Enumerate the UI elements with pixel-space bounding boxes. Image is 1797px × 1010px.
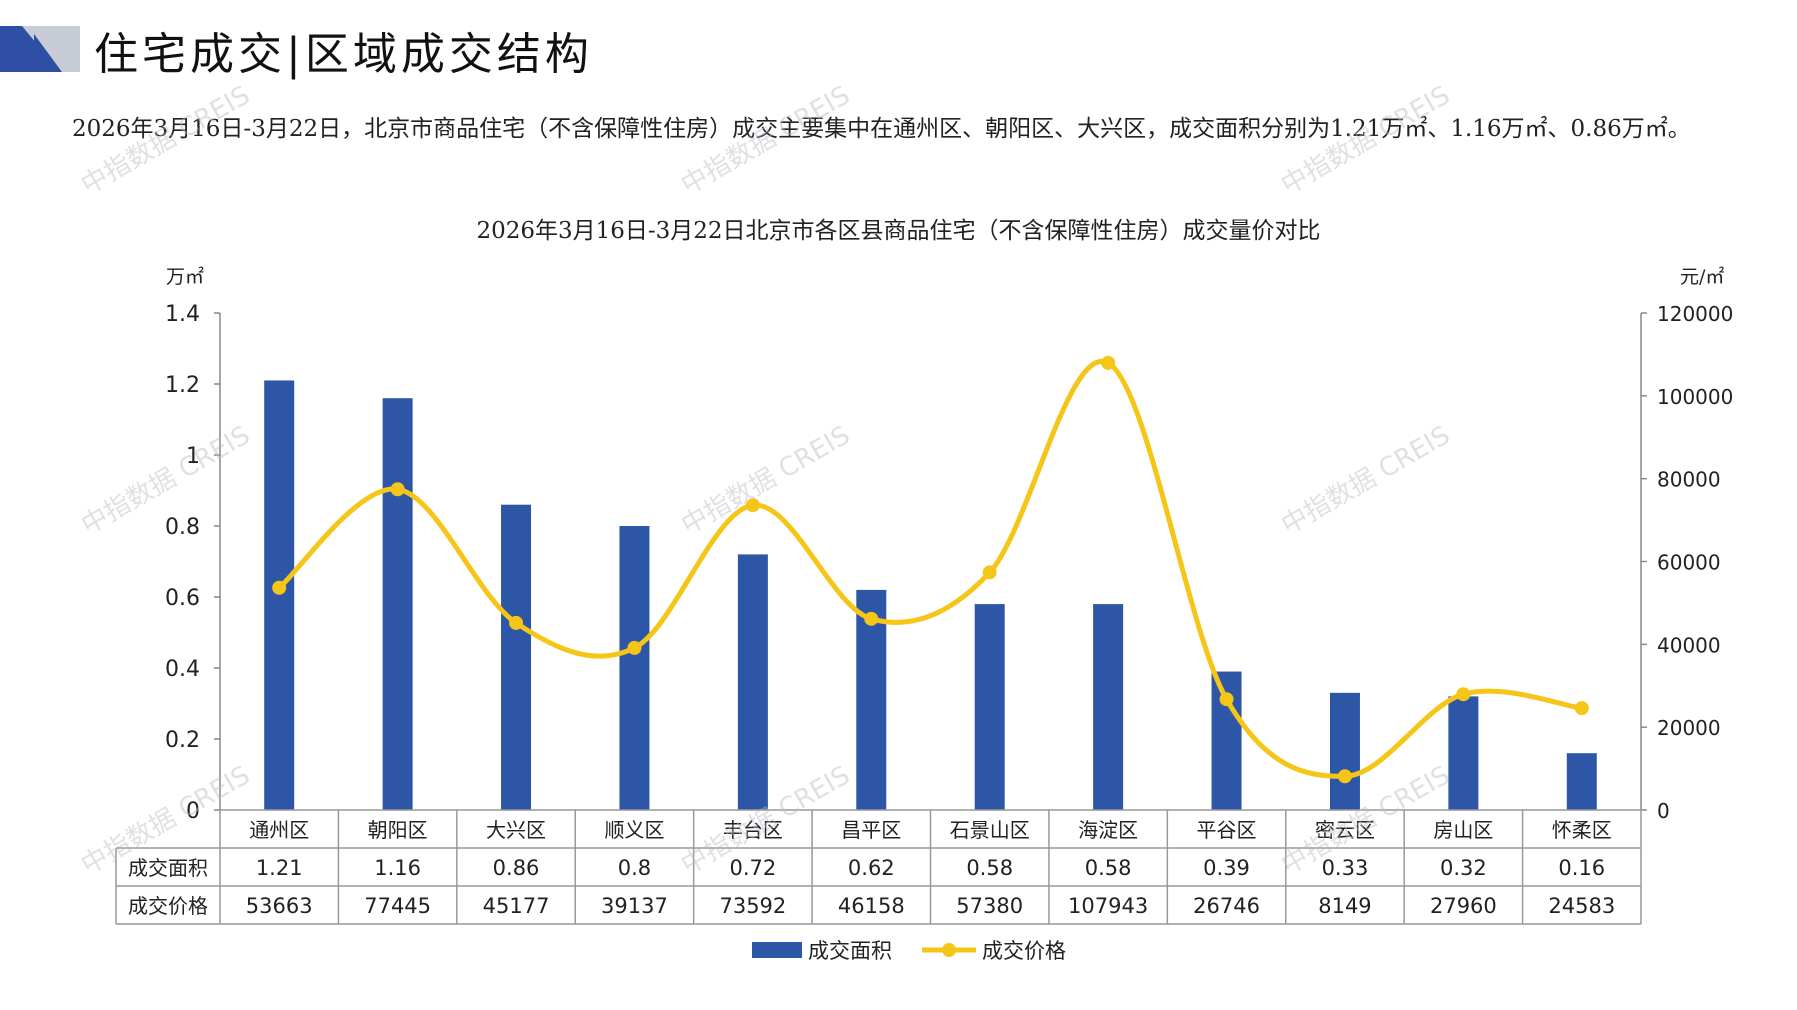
legend-bar-swatch	[752, 942, 802, 958]
table-cell: 0.8	[618, 856, 651, 880]
price-point	[1101, 355, 1116, 370]
y-left-tick-label: 0.2	[165, 728, 200, 753]
table-cell: 27960	[1430, 894, 1497, 918]
y-right-unit: 元/㎡	[1680, 265, 1724, 288]
y-left-tick-label: 0	[186, 799, 200, 824]
category-label: 通州区	[249, 818, 309, 842]
y-left-tick-label: 1.4	[165, 302, 200, 327]
table-cell: 0.72	[729, 856, 776, 880]
category-label: 昌平区	[841, 818, 901, 842]
category-label: 密云区	[1315, 818, 1375, 842]
table-cell: 0.58	[966, 856, 1013, 880]
category-label: 怀柔区	[1552, 818, 1612, 842]
table-cell: 39137	[601, 894, 668, 918]
chart-title: 2026年3月16日-3月22日北京市各区县商品住宅（不含保障性住房）成交量价对…	[476, 218, 1321, 244]
price-point	[864, 611, 879, 626]
y-left-tick-label: 0.6	[165, 586, 200, 611]
y-left-tick-label: 0.4	[165, 657, 200, 682]
table-cell: 73592	[719, 894, 786, 918]
price-line	[277, 358, 1583, 779]
bar	[382, 398, 413, 810]
table-cell: 107943	[1068, 894, 1148, 918]
y-right-tick-label: 120000	[1657, 302, 1733, 326]
price-point	[509, 615, 524, 630]
y-right-tick-label: 80000	[1657, 468, 1721, 492]
y-right-tick-label: 0	[1657, 799, 1670, 823]
y-right-tick-label: 40000	[1657, 633, 1721, 657]
bar	[856, 589, 887, 810]
y-left-tick-label: 1	[186, 444, 200, 469]
category-label: 丰台区	[723, 818, 783, 842]
table-cell: 0.33	[1322, 856, 1369, 880]
y-right-tick-label: 60000	[1657, 551, 1721, 575]
summary-text: 2026年3月16日-3月22日，北京市商品住宅（不含保障性住房）成交主要集中在…	[72, 116, 1691, 142]
bar	[974, 604, 1005, 810]
page-title: 住宅成交|区域成交结构	[94, 29, 593, 80]
legend-line-marker	[942, 943, 956, 957]
price-point	[1219, 692, 1234, 707]
bar	[501, 504, 532, 810]
category-label: 朝阳区	[368, 818, 428, 842]
table-cell: 0.62	[848, 856, 895, 880]
table-cell: 45177	[483, 894, 550, 918]
table-row-label: 成交面积	[128, 856, 208, 880]
table-row-label: 成交价格	[128, 894, 208, 918]
price-point	[272, 580, 287, 595]
table-cell: 57380	[956, 894, 1023, 918]
table-cell: 26746	[1193, 894, 1260, 918]
y-right-tick-label: 100000	[1657, 385, 1733, 409]
category-label: 大兴区	[486, 818, 546, 842]
table-cell: 77445	[364, 894, 431, 918]
table-cell: 53663	[246, 894, 313, 918]
table-cell: 46158	[838, 894, 905, 918]
table-cell: 0.58	[1085, 856, 1132, 880]
category-label: 顺义区	[604, 818, 664, 842]
category-label: 平谷区	[1197, 818, 1257, 842]
y-right-tick-label: 20000	[1657, 716, 1721, 740]
y-left-tick-label: 0.8	[165, 515, 200, 540]
y-left-unit: 万㎡	[166, 265, 204, 288]
table-cell: 8149	[1318, 894, 1371, 918]
price-point	[390, 482, 405, 497]
y-left-tick-label: 1.2	[165, 373, 200, 398]
table-cell: 1.16	[374, 856, 421, 880]
bar	[619, 526, 650, 810]
legend-line-label: 成交价格	[982, 939, 1066, 963]
price-point	[1574, 701, 1589, 716]
table-cell: 0.39	[1203, 856, 1250, 880]
legend-bar-label: 成交面积	[808, 939, 892, 963]
bar	[737, 554, 768, 810]
table-cell: 24583	[1548, 894, 1615, 918]
price-point	[1456, 687, 1471, 702]
price-point	[627, 640, 642, 655]
price-point	[982, 565, 997, 580]
table-cell: 1.21	[256, 856, 303, 880]
price-point	[745, 498, 760, 513]
bar	[1448, 696, 1479, 810]
table-cell: 0.32	[1440, 856, 1487, 880]
table-cell: 0.86	[493, 856, 540, 880]
category-label: 房山区	[1433, 818, 1493, 842]
brand-logo	[0, 26, 80, 72]
bar	[264, 380, 295, 810]
category-label: 石景山区	[950, 818, 1030, 842]
table-cell: 0.16	[1558, 856, 1605, 880]
bar	[1566, 753, 1597, 810]
price-point	[1337, 769, 1352, 784]
bar	[1093, 604, 1124, 810]
category-label: 海淀区	[1078, 818, 1138, 842]
bar	[1329, 692, 1360, 810]
